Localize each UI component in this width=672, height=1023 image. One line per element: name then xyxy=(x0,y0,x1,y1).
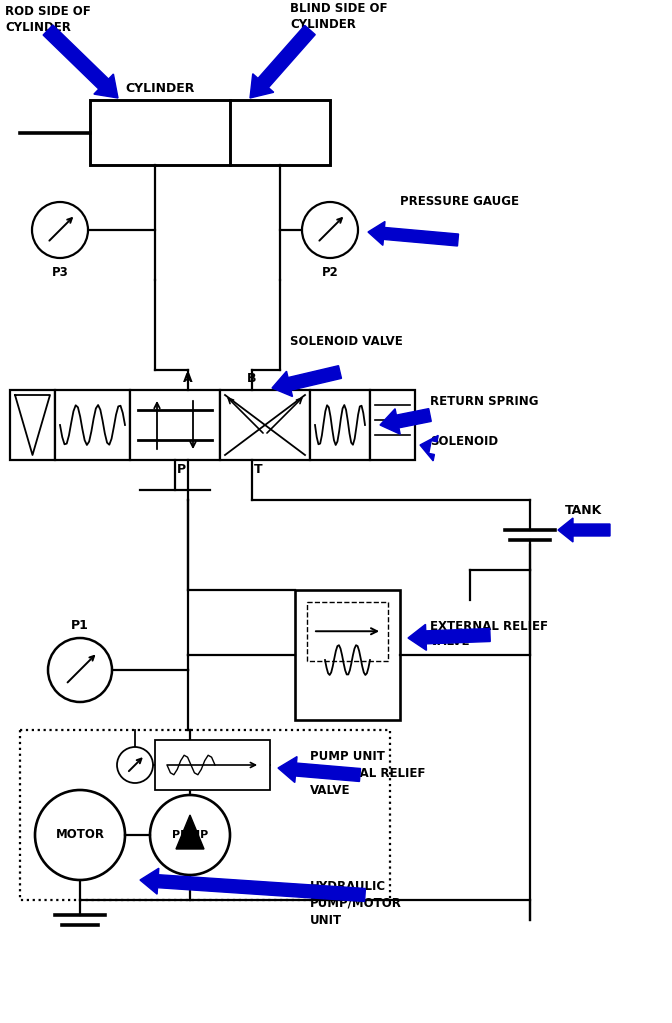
Polygon shape xyxy=(380,408,431,434)
Bar xyxy=(307,602,388,661)
Polygon shape xyxy=(408,624,491,651)
Text: RETURN SPRING: RETURN SPRING xyxy=(430,395,538,408)
Text: TANK: TANK xyxy=(565,503,602,517)
Text: PUMP: PUMP xyxy=(172,830,208,840)
Text: P1: P1 xyxy=(71,619,89,632)
Circle shape xyxy=(150,795,230,875)
Text: P: P xyxy=(177,463,186,476)
Text: A: A xyxy=(183,372,193,385)
Bar xyxy=(310,390,370,460)
Bar xyxy=(130,390,220,460)
Bar xyxy=(370,390,415,460)
Polygon shape xyxy=(43,25,118,98)
Text: SOLENOID: SOLENOID xyxy=(430,435,498,448)
Circle shape xyxy=(117,747,153,783)
Bar xyxy=(220,390,310,460)
Text: CYLINDER: CYLINDER xyxy=(125,82,195,95)
Polygon shape xyxy=(368,221,458,246)
Text: BLIND SIDE OF
CYLINDER: BLIND SIDE OF CYLINDER xyxy=(290,2,388,31)
Text: MOTOR: MOTOR xyxy=(56,829,105,842)
Text: EXTERNAL RELIEF
VALVE: EXTERNAL RELIEF VALVE xyxy=(430,620,548,648)
Text: P3: P3 xyxy=(52,266,69,279)
Text: SOLENOID VALVE: SOLENOID VALVE xyxy=(290,335,403,348)
Polygon shape xyxy=(420,436,438,461)
Polygon shape xyxy=(558,518,610,542)
Text: P2: P2 xyxy=(322,266,339,279)
Bar xyxy=(10,390,55,460)
Polygon shape xyxy=(176,815,204,849)
Polygon shape xyxy=(250,26,315,98)
Circle shape xyxy=(35,790,125,880)
Text: HYDRAULIC
PUMP/MOTOR
UNIT: HYDRAULIC PUMP/MOTOR UNIT xyxy=(310,880,402,927)
Text: B: B xyxy=(247,372,257,385)
Polygon shape xyxy=(278,757,361,783)
Polygon shape xyxy=(140,869,366,901)
Circle shape xyxy=(32,202,88,258)
Polygon shape xyxy=(272,365,341,397)
Text: T: T xyxy=(254,463,263,476)
Text: PRESSURE GAUGE: PRESSURE GAUGE xyxy=(400,195,519,208)
Text: PUMP UNIT
INTERNAL RELIEF
VALVE: PUMP UNIT INTERNAL RELIEF VALVE xyxy=(310,750,425,797)
Circle shape xyxy=(48,638,112,702)
Text: ROD SIDE OF
CYLINDER: ROD SIDE OF CYLINDER xyxy=(5,5,91,34)
Bar xyxy=(90,100,330,165)
Bar xyxy=(295,590,400,720)
Bar xyxy=(20,730,390,900)
Bar xyxy=(55,390,130,460)
Bar xyxy=(155,740,270,790)
Circle shape xyxy=(302,202,358,258)
